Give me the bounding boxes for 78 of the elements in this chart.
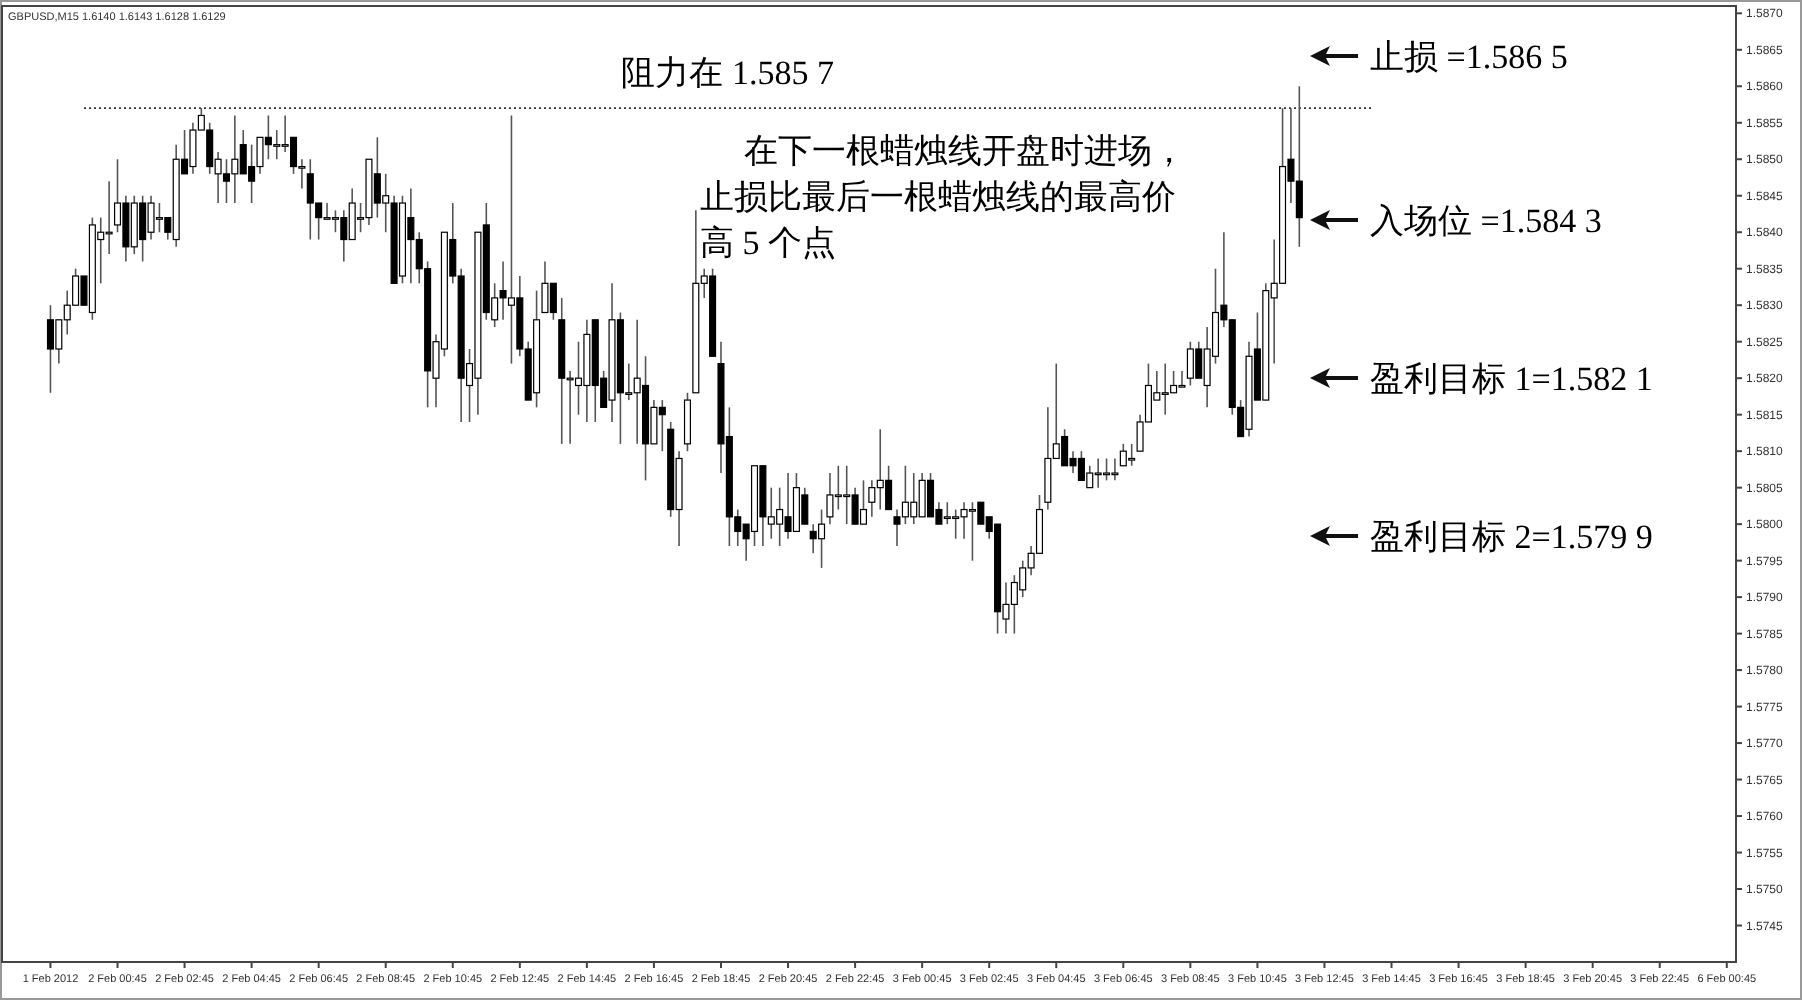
candlestick [331, 209, 339, 234]
candlestick [809, 523, 817, 555]
candlestick [1019, 559, 1027, 598]
candlestick [239, 129, 247, 175]
candlestick [1186, 340, 1194, 387]
candlestick [1103, 457, 1111, 482]
candlestick [1128, 443, 1136, 467]
candlestick [868, 479, 876, 518]
candlestick [851, 486, 859, 525]
candlestick [910, 472, 918, 525]
candlestick [407, 187, 415, 285]
candlestick [1119, 443, 1127, 467]
candlestick [256, 136, 264, 175]
candlestick [574, 340, 583, 416]
candlestick [122, 194, 130, 263]
candlestick [885, 464, 893, 511]
candlestick [139, 194, 147, 263]
candlestick [926, 472, 935, 518]
candlestick [776, 486, 784, 547]
candlestick [901, 464, 909, 525]
candlestick [1094, 457, 1102, 489]
candlestick [499, 260, 507, 321]
candlestick [264, 114, 272, 161]
annotation: 止损 =1.586 5 [1370, 38, 1568, 76]
candlestick [952, 508, 960, 540]
candlestick [1161, 362, 1169, 416]
candlestick [658, 399, 666, 452]
candlestick [155, 202, 163, 234]
candlestick [977, 501, 985, 525]
candlestick [147, 194, 155, 241]
candlestick [206, 121, 214, 175]
candlestick [918, 472, 926, 518]
annotation: 入场位 =1.584 3 [1370, 202, 1602, 240]
candlestick [683, 391, 691, 452]
ref-line-label: 阻力在 1.585 7 [621, 54, 835, 93]
annotation: 盈利目标 1=1.582 1 [1370, 360, 1653, 398]
candlestick [784, 472, 792, 540]
candlestick [1086, 464, 1094, 489]
candlestick [306, 158, 314, 241]
candlestick [1178, 370, 1186, 388]
candlestick [943, 501, 951, 525]
candlestick [1077, 450, 1085, 482]
candlestick [1010, 574, 1018, 635]
candlestick [801, 486, 809, 525]
candlestick [222, 158, 230, 204]
candlestick [541, 260, 549, 314]
candlestick [968, 501, 976, 562]
candlestick [1044, 406, 1052, 511]
candlestick [273, 129, 281, 161]
candlestick [859, 479, 868, 525]
candlestick [633, 319, 641, 445]
candlestick [289, 136, 298, 175]
candlestick [130, 194, 138, 255]
candlestick [834, 464, 842, 511]
candlestick [1195, 340, 1203, 379]
candlestick [189, 121, 197, 175]
candlestick [843, 464, 851, 525]
candlestick [1111, 457, 1119, 482]
candlestick [46, 304, 54, 394]
annotation: 盈利目标 2=1.579 9 [1370, 518, 1653, 556]
candlestick [231, 114, 239, 204]
candlestick [1170, 370, 1178, 394]
candlestick [826, 472, 834, 525]
candlestick [248, 143, 256, 204]
candlestick [549, 282, 557, 321]
candlestick [348, 187, 356, 241]
candlestick [818, 508, 826, 569]
candlestick [893, 508, 901, 547]
candlestick [876, 428, 884, 511]
candlestick [323, 202, 331, 220]
candlestick [373, 136, 381, 219]
annotation: 在下一根蜡烛线开盘时进场，止损比最后一根蜡烛线的最高价高 5 个点 [700, 132, 1186, 262]
candlestick [960, 501, 968, 540]
candlestick [792, 472, 800, 533]
candlestick [507, 114, 515, 365]
candlestick [340, 209, 348, 263]
candlestick [1061, 428, 1069, 467]
candlestick [1295, 85, 1303, 248]
